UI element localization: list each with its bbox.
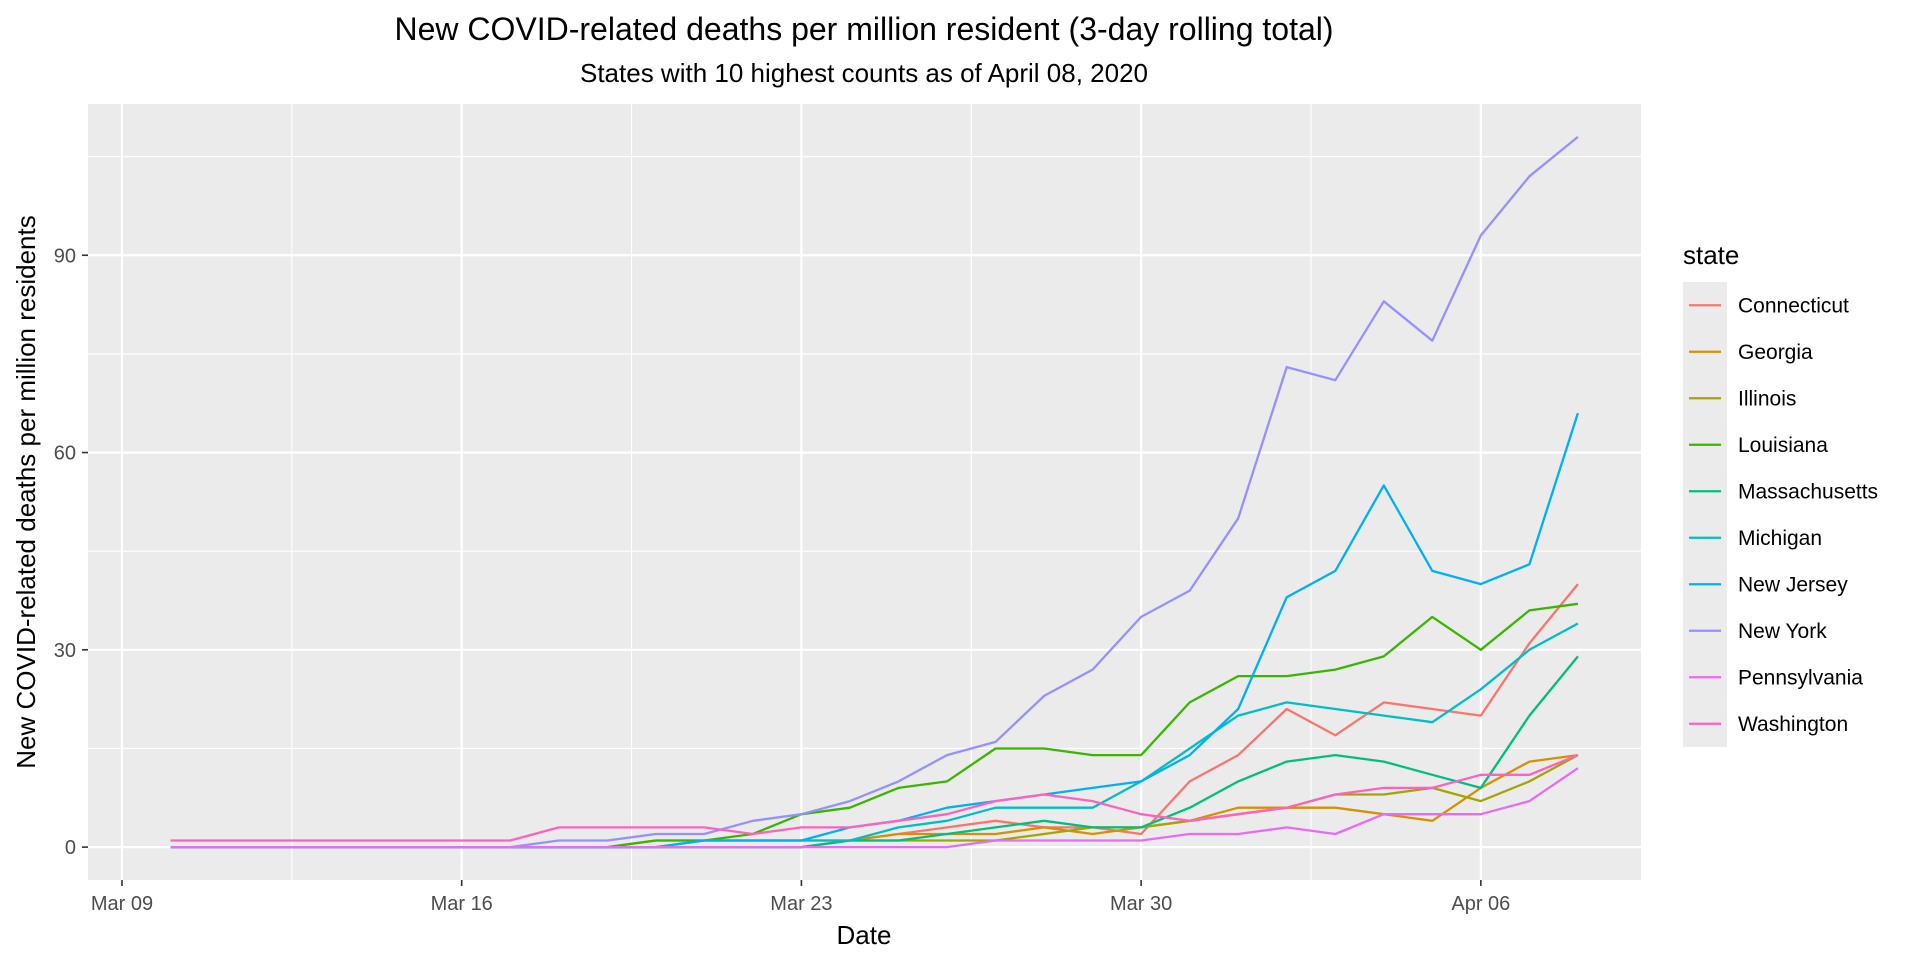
y-axis: 0 30 60 90 (54, 245, 88, 859)
x-axis: Mar 09 Mar 16 Mar 23 Mar 30 Apr 06 (91, 880, 1510, 915)
legend-label-pennsylvania: Pennsylvania (1738, 666, 1863, 689)
legend: state Connecticut Georgia Illinois Louisian… (1683, 240, 1878, 747)
legend-label-georgia: Georgia (1738, 341, 1813, 364)
legend-label-new-jersey: New Jersey (1738, 573, 1848, 596)
y-tick-label: 0 (65, 837, 76, 859)
x-tick-label: Mar 30 (1110, 893, 1172, 915)
x-axis-title: Date (837, 920, 892, 950)
chart-title: New COVID-related deaths per million res… (394, 11, 1333, 47)
x-tick-label: Apr 06 (1451, 893, 1510, 915)
series-line-pennsylvania (170, 767, 1579, 849)
legend-label-new-york: New York (1738, 620, 1827, 643)
grid-minor (88, 104, 1641, 880)
y-tick-label: 60 (54, 443, 76, 465)
legend-key-background (1683, 282, 1727, 747)
legend-label-massachusetts: Massachusetts (1738, 480, 1878, 503)
legend-label-michigan: Michigan (1738, 527, 1822, 550)
x-tick-label: Mar 23 (770, 893, 832, 915)
chart-subtitle: States with 10 highest counts as of Apri… (580, 58, 1148, 88)
x-tick-label: Mar 09 (91, 893, 153, 915)
series-line-washington (170, 754, 1579, 842)
y-tick-label: 90 (54, 245, 76, 267)
legend-label-louisiana: Louisiana (1738, 434, 1828, 457)
legend-label-washington: Washington (1738, 713, 1848, 736)
legend-label-illinois: Illinois (1738, 387, 1796, 410)
legend-title: state (1683, 240, 1739, 270)
legend-label-connecticut: Connecticut (1738, 294, 1849, 317)
y-axis-title: New COVID-related deaths per million res… (11, 215, 41, 768)
y-tick-label: 30 (54, 640, 76, 662)
x-tick-label: Mar 16 (431, 893, 493, 915)
plot-panel (88, 104, 1641, 880)
series-lines (170, 136, 1579, 849)
